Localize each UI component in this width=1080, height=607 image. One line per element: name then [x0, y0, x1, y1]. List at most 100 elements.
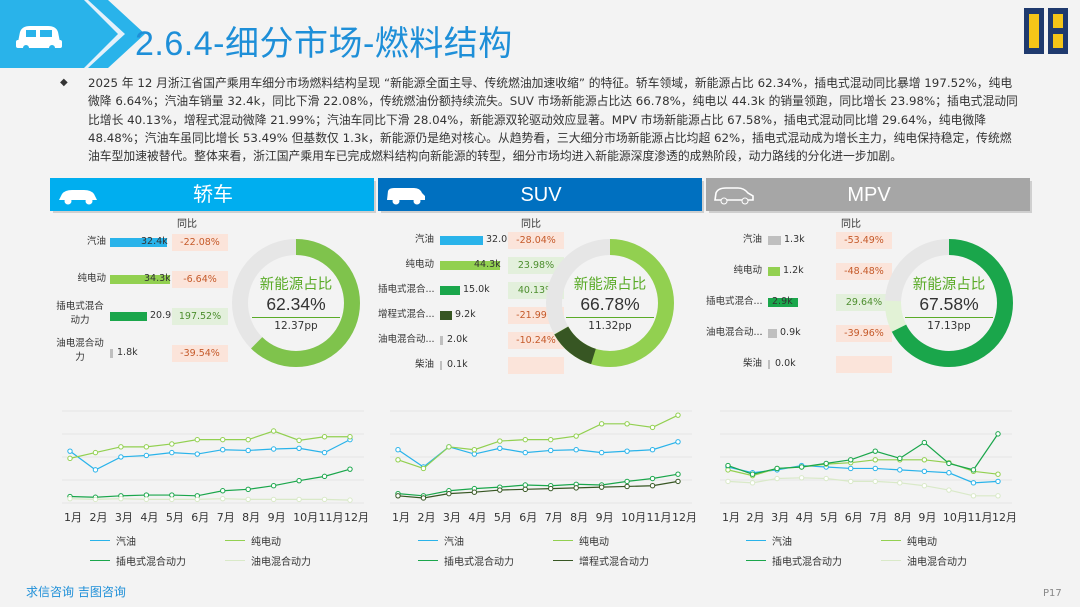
- ne-share-donut: [232, 239, 360, 367]
- month-tick-label: 1月: [722, 511, 740, 524]
- series-point: [624, 448, 630, 454]
- yoy-badge: -6.64%: [172, 271, 228, 288]
- series-point: [118, 495, 124, 502]
- fuel-value: 0.9k: [780, 327, 801, 338]
- series-point: [347, 434, 353, 440]
- fuel-value: 0.1k: [447, 359, 468, 370]
- series-point: [471, 451, 478, 457]
- mpv-car-icon: [714, 187, 754, 205]
- series-point: [420, 495, 427, 501]
- series-point: [522, 436, 528, 443]
- yoy-badge: [836, 356, 892, 373]
- panel-suv: SUV 同比 汽油 32.0k -28.04% 纯电动 44.3k 23.98% 插电式混合..…: [378, 178, 708, 570]
- donut-delta: 17.13pp: [927, 320, 971, 332]
- yoy-badge: -39.54%: [172, 345, 228, 362]
- fuel-value: 34.3k: [144, 273, 171, 284]
- month-tick-label: 11月: [318, 511, 344, 524]
- month-tick-label: 12月: [992, 511, 1017, 524]
- donut-value: 62.34%: [266, 294, 326, 314]
- series-point: [321, 496, 328, 503]
- legend-label: 纯电动: [907, 537, 937, 548]
- fuel-value: 2.0k: [447, 334, 468, 345]
- series-point: [497, 438, 503, 444]
- series-point: [624, 483, 630, 490]
- series-point: [798, 464, 805, 470]
- yoy-badge: -28.04%: [508, 232, 564, 249]
- series-point: [245, 447, 251, 454]
- fuel-bar: [768, 329, 777, 338]
- fuel-value: 1.3k: [784, 234, 805, 245]
- legend-swatch: [746, 560, 766, 561]
- series-point: [270, 483, 277, 489]
- month-tick-label: 12月: [344, 511, 369, 524]
- month-tick-label: 10月: [621, 511, 647, 524]
- series-point: [548, 485, 554, 492]
- series-point: [995, 471, 1001, 477]
- series-point: [220, 436, 226, 443]
- series-point: [649, 447, 656, 453]
- series-point: [270, 428, 277, 434]
- fuel-value: 0.0k: [775, 358, 796, 369]
- series-point: [749, 471, 756, 477]
- series-point: [169, 496, 175, 503]
- series-line: [397, 414, 679, 470]
- icon-wheel: [392, 197, 400, 205]
- month-tick-label: 7月: [869, 511, 888, 524]
- yoy-badge: -10.24%: [508, 332, 564, 349]
- ne-share-donut: [546, 239, 674, 367]
- donut-delta: 12.37pp: [274, 320, 318, 332]
- series-point: [220, 447, 226, 453]
- series-point: [675, 478, 681, 485]
- fuel-bar: [440, 336, 443, 345]
- panel-header-bar: [378, 178, 704, 213]
- series-point: [897, 480, 903, 486]
- series-point: [321, 473, 328, 480]
- series-point: [522, 486, 528, 493]
- fuel-label: 汽油: [86, 236, 106, 247]
- donut-value: 67.58%: [919, 294, 979, 314]
- legend-label: 油电混合动力: [907, 557, 967, 568]
- series-point: [897, 455, 903, 462]
- series-point: [347, 497, 353, 503]
- series-line: [69, 430, 350, 459]
- series-point: [897, 467, 903, 473]
- monthly-trend-chart: [62, 410, 364, 504]
- series-point: [395, 493, 401, 499]
- fuel-label: 插电式混合...: [706, 296, 762, 307]
- series-line: [397, 473, 679, 497]
- series-point: [946, 470, 952, 476]
- fuel-bar: [110, 275, 170, 284]
- month-tick-label: 5月: [165, 511, 184, 524]
- yoy-badge: 29.64%: [836, 294, 892, 311]
- fuel-value: 32.4k: [141, 236, 168, 247]
- donut-title: 新能源占比: [259, 277, 333, 293]
- car-icon: [16, 26, 62, 51]
- series-point: [92, 449, 99, 456]
- series-point: [245, 486, 251, 493]
- fuel-label: 柴油: [414, 359, 434, 370]
- donut-title: 新能源占比: [912, 277, 986, 293]
- series-point: [848, 465, 854, 472]
- series-point: [774, 465, 780, 472]
- legend-swatch: [881, 540, 901, 541]
- month-tick-label: 4月: [468, 511, 487, 524]
- fuel-label: 增程式混合...: [378, 309, 434, 320]
- slide-header: 2.6.4-细分市场-燃料结构: [0, 0, 1080, 70]
- fuel-value: 1.2k: [783, 265, 804, 276]
- fuel-bar: [768, 236, 781, 245]
- series-point: [296, 437, 302, 444]
- series-point: [270, 446, 277, 452]
- footer-links[interactable]: 求信咨询 吉图咨询: [26, 585, 126, 599]
- series-point: [675, 439, 681, 445]
- fuel-value: 15.0k: [463, 284, 490, 295]
- series-point: [220, 488, 226, 494]
- month-tick-label: 9月: [595, 511, 614, 524]
- series-point: [624, 421, 630, 427]
- series-point: [347, 466, 353, 472]
- month-tick-label: 12月: [672, 511, 697, 524]
- fuel-bar: [440, 286, 460, 295]
- month-tick-label: 8月: [570, 511, 589, 524]
- series-point: [395, 447, 401, 453]
- series-point: [321, 449, 328, 456]
- series-line: [397, 480, 679, 499]
